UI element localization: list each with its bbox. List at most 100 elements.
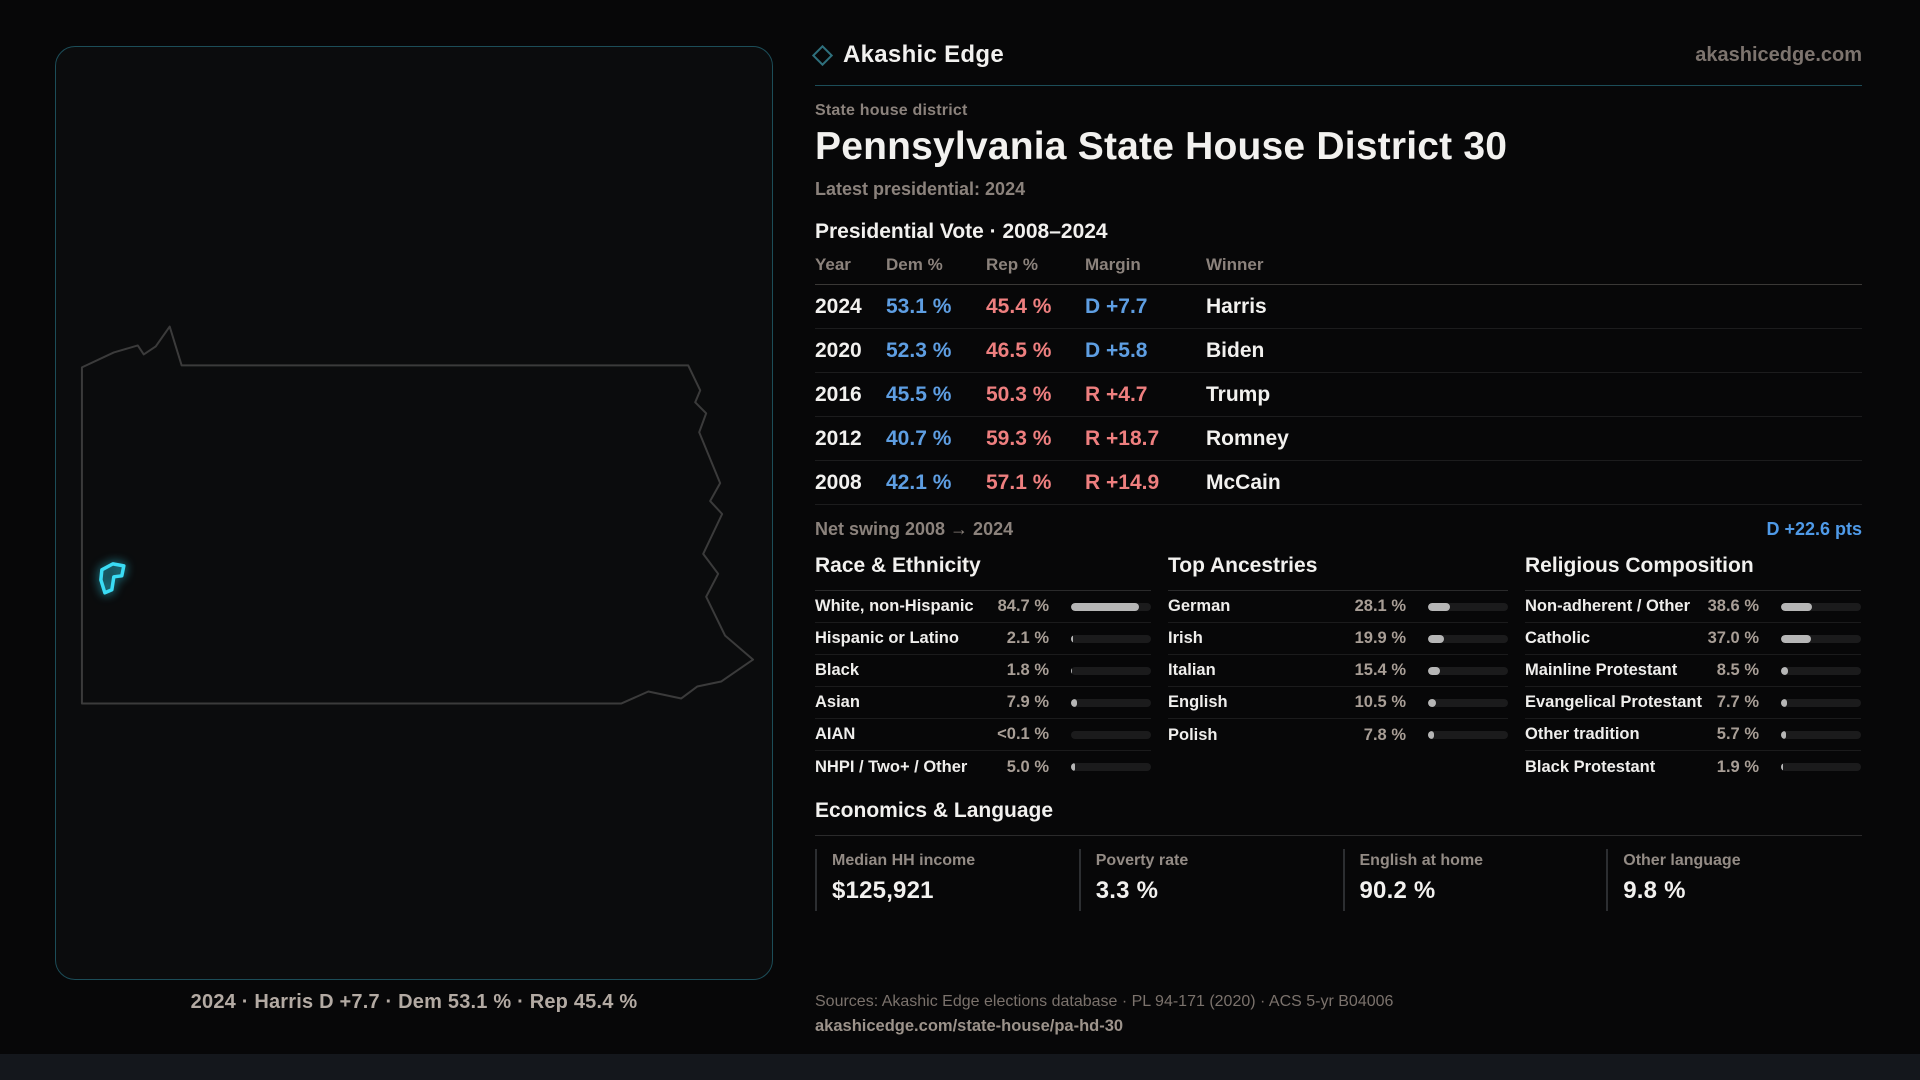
item-bar <box>1071 763 1151 771</box>
item-value: 2.1 % <box>1006 629 1049 647</box>
item-value: 1.8 % <box>1006 661 1049 679</box>
section-title: Race & Ethnicity <box>815 554 1151 591</box>
list-item: White, non-Hispanic 84.7 % <box>815 591 1151 623</box>
item-label: Polish <box>1168 725 1218 744</box>
net-swing-label: Net swing 2008 → 2024 <box>815 519 1014 539</box>
winner-cell: Romney <box>1206 427 1289 450</box>
item-value: 10.5 % <box>1354 693 1406 711</box>
item-value: 84.7 % <box>997 597 1049 615</box>
stat-card: English at home 90.2 % <box>1342 849 1599 911</box>
item-value: 7.9 % <box>1006 693 1049 711</box>
stat-value: 9.8 % <box>1623 877 1686 904</box>
list-item: Evangelical Protestant 7.7 % <box>1525 687 1861 719</box>
item-label: German <box>1168 597 1231 615</box>
stat-card: Poverty rate 3.3 % <box>1078 849 1335 911</box>
item-bar <box>1071 602 1151 611</box>
stat-label: Other language <box>1623 852 1741 869</box>
stat-label: Poverty rate <box>1095 852 1189 869</box>
item-bar <box>1781 763 1861 771</box>
item-bar <box>1781 730 1861 739</box>
item-value: 19.9 % <box>1354 629 1406 647</box>
net-swing-row: Net swing 2008 → 2024 D +22.6 pts <box>815 505 1862 552</box>
domain-link[interactable]: akashicedge.com <box>1695 43 1862 66</box>
item-bar <box>1781 698 1861 707</box>
item-bar <box>1428 731 1508 739</box>
margin-cell: R +14.9 <box>1085 471 1160 494</box>
stat-value: 90.2 % <box>1359 877 1436 904</box>
item-bar <box>1071 698 1151 707</box>
winner-cell: Trump <box>1206 383 1271 406</box>
col-winner: Winner <box>1206 255 1264 274</box>
table-row: 2020 52.3 % 46.5 % D +5.8 Biden <box>815 329 1862 373</box>
list-item: Italian 15.4 % <box>1168 655 1508 687</box>
margin-cell: D +7.7 <box>1085 295 1148 318</box>
list-item: German 28.1 % <box>1168 591 1508 623</box>
list-item: Other tradition 5.7 % <box>1525 719 1861 751</box>
kicker: State house district <box>815 102 968 119</box>
item-label: White, non-Hispanic <box>815 597 974 615</box>
margin-cell: R +18.7 <box>1085 427 1160 450</box>
item-value: 7.8 % <box>1363 725 1406 744</box>
item-bar <box>1071 730 1151 739</box>
year-cell: 2012 <box>815 427 862 450</box>
list-item: Polish 7.8 % <box>1168 719 1508 751</box>
list-item: English 10.5 % <box>1168 687 1508 719</box>
item-bar <box>1428 698 1508 707</box>
winner-cell: Harris <box>1206 295 1267 318</box>
item-value: 7.7 % <box>1716 693 1759 711</box>
table-row: 2012 40.7 % 59.3 % R +18.7 Romney <box>815 417 1862 461</box>
item-bar <box>1781 666 1861 675</box>
stat-value: 3.3 % <box>1095 877 1159 904</box>
item-label: Other tradition <box>1525 725 1640 743</box>
economics-title: Economics & Language <box>815 799 1054 822</box>
economics-stats: Median HH income $125,921 Poverty rate 3… <box>815 849 1862 911</box>
race-ethnicity-column: Race & Ethnicity White, non-Hispanic 84.… <box>815 554 1151 783</box>
rep-cell: 59.3 % <box>986 427 1052 450</box>
section-title: Religious Composition <box>1525 554 1861 591</box>
highlighted-district-shape[interactable] <box>99 562 126 595</box>
diamond-logo-icon <box>811 44 834 66</box>
item-value: 15.4 % <box>1354 661 1406 679</box>
rep-cell: 50.3 % <box>986 383 1052 406</box>
winner-cell: Biden <box>1206 339 1265 362</box>
stat-card: Other language 9.8 % <box>1606 849 1862 911</box>
item-bar <box>1071 634 1151 643</box>
dem-cell: 52.3 % <box>886 339 952 362</box>
stat-value: $125,921 <box>832 877 934 904</box>
vote-table-title: Presidential Vote · 2008–2024 <box>815 220 1108 243</box>
item-label: Black Protestant <box>1525 757 1656 776</box>
col-year: Year <box>815 255 851 274</box>
item-value: 5.7 % <box>1716 725 1759 743</box>
table-row: 2008 42.1 % 57.1 % R +14.9 McCain <box>815 461 1862 505</box>
item-label: Black <box>815 661 860 679</box>
year-cell: 2020 <box>815 339 862 362</box>
item-label: Asian <box>815 693 860 711</box>
item-label: NHPI / Two+ / Other <box>815 757 968 776</box>
item-bar <box>1428 634 1508 643</box>
section-title: Top Ancestries <box>1168 554 1508 591</box>
dem-cell: 42.1 % <box>886 471 952 494</box>
margin-cell: D +5.8 <box>1085 339 1148 362</box>
dem-cell: 53.1 % <box>886 295 952 318</box>
district-map-panel <box>55 46 773 980</box>
item-label: Catholic <box>1525 629 1591 647</box>
winner-cell: McCain <box>1206 471 1281 494</box>
permalink[interactable]: akashicedge.com/state-house/pa-hd-30 <box>815 1017 1124 1035</box>
item-value: 5.0 % <box>1006 757 1049 776</box>
item-value: 28.1 % <box>1354 597 1406 615</box>
presidential-vote-table: Year Dem % Rep % Margin Winner 2024 53.1… <box>815 248 1862 505</box>
footer: Sources: Akashic Edge elections database… <box>815 993 1862 1036</box>
col-dem: Dem % <box>886 255 943 274</box>
district-profile: Akashic Edge akashicedge.com State house… <box>811 40 1862 911</box>
net-swing-value: D +22.6 pts <box>1766 519 1862 539</box>
map-caption: 2024 · Harris D +7.7 · Dem 53.1 % · Rep … <box>190 991 638 1013</box>
item-label: Italian <box>1168 661 1216 679</box>
stat-card: Median HH income $125,921 <box>815 849 1071 911</box>
item-label: Evangelical Protestant <box>1525 693 1702 711</box>
item-value: 1.9 % <box>1716 757 1759 776</box>
rep-cell: 57.1 % <box>986 471 1052 494</box>
list-item: Irish 19.9 % <box>1168 623 1508 655</box>
item-bar <box>1781 602 1861 611</box>
item-bar <box>1428 666 1508 675</box>
item-value: 37.0 % <box>1707 629 1759 647</box>
